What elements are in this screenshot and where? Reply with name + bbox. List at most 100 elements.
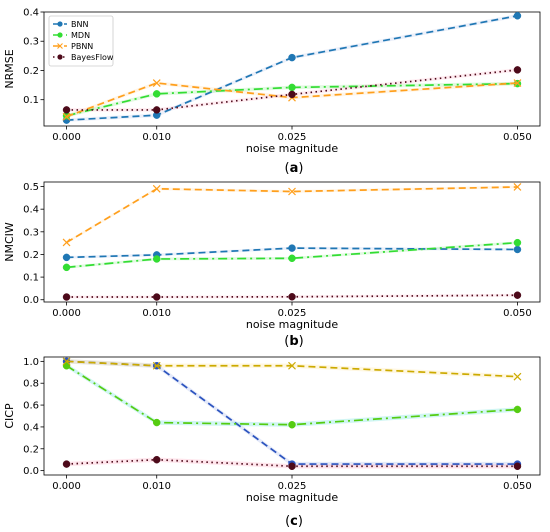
- data-point-mdn: [513, 405, 522, 414]
- x-tick-label: 0.010: [142, 481, 171, 492]
- x-axis-label: noise magnitude: [246, 142, 338, 155]
- x-tick-label: 0.025: [278, 308, 307, 319]
- y-tick-label: 0.4: [23, 8, 39, 19]
- legend-marker: [57, 21, 63, 27]
- chart-panel-3: 0.0 0.2 0.4 0.6 0.8 1.0 0.000 0.010 0.025 0.050 no…: [3, 356, 541, 504]
- legend-item: BayesFlow: [53, 53, 114, 62]
- data-point-bnn: [288, 244, 296, 252]
- data-point-pbnn: [513, 183, 522, 191]
- x-tick-label: 0.050: [503, 308, 532, 319]
- x-tick-label: 0.000: [52, 132, 81, 143]
- x-tick-label: 0.050: [503, 481, 532, 492]
- data-point-pbnn: [513, 79, 522, 87]
- series-line-pbnn: [66, 360, 518, 378]
- data-point-bayesflow: [513, 291, 522, 299]
- y-tick-label: 0.6: [23, 401, 39, 412]
- data-point-bnn: [288, 53, 296, 62]
- series-line-bayesflow: [66, 69, 518, 111]
- y-tick-label: 0.0: [23, 295, 39, 306]
- data-point-bayesflow: [62, 106, 71, 114]
- x-tick-label: 0.025: [278, 481, 307, 492]
- data-point-mdn: [152, 255, 161, 263]
- series-line-bayesflow: [66, 458, 518, 468]
- data-point-pbnn: [152, 184, 161, 193]
- series-line-pbnn: [66, 186, 518, 244]
- legend-marker: [57, 43, 63, 49]
- y-axis-label: CICP: [3, 403, 16, 429]
- series-line-mdn: [66, 82, 518, 117]
- data-point-bayesflow: [513, 462, 522, 471]
- chart-panel-2: 0.0 0.1 0.2 0.3 0.4 0.5 0.000 0.010 0.025 0.050 no…: [3, 181, 541, 331]
- data-point-bayesflow: [62, 460, 71, 468]
- data-point-bayesflow: [513, 66, 522, 74]
- x-tick-label: 0.025: [278, 132, 307, 143]
- data-point-bayesflow: [152, 293, 161, 301]
- data-point-mdn: [288, 420, 296, 429]
- legend-item: BNN: [53, 20, 88, 29]
- data-point-mdn: [152, 418, 161, 427]
- series-line-mdn: [66, 241, 518, 269]
- series-line-pbnn: [66, 82, 518, 118]
- y-tick-label: 0.1: [23, 273, 39, 284]
- x-tick-label: 0.000: [52, 481, 81, 492]
- y-tick-label: 1.0: [23, 357, 39, 368]
- legend-box: [48, 15, 114, 67]
- legend-marker: [57, 32, 63, 38]
- data-point-pbnn: [62, 238, 71, 247]
- data-point-bnn: [62, 253, 71, 262]
- data-point-pbnn: [288, 361, 296, 370]
- series-band: [66, 14, 518, 122]
- series-line-bnn: [66, 247, 518, 259]
- x-axis-label: noise magnitude: [246, 491, 338, 504]
- data-point-pbnn: [288, 187, 296, 196]
- y-tick-label: 0.1: [23, 95, 39, 106]
- y-tick-label: 0.3: [23, 227, 39, 238]
- data-point-mdn: [62, 263, 71, 272]
- legend-label: PBNN: [71, 42, 93, 51]
- legend-item: PBNN: [53, 42, 93, 51]
- panel-caption: (c): [285, 514, 303, 529]
- data-point-bayesflow: [152, 106, 161, 114]
- data-point-pbnn: [513, 372, 522, 381]
- data-point-bayesflow: [288, 293, 296, 301]
- legend: BNN MDN PBNN BayesFlow: [48, 15, 114, 67]
- series-band: [66, 246, 518, 259]
- data-point-bayesflow: [62, 293, 71, 301]
- data-point-pbnn: [62, 357, 71, 366]
- data-point-bayesflow: [288, 462, 296, 471]
- series-line-bnn: [66, 14, 518, 122]
- panel-caption: (a): [285, 161, 304, 176]
- x-tick-label: 0.050: [503, 132, 532, 143]
- x-tick-label: 0.010: [142, 132, 171, 143]
- data-point-bnn: [513, 245, 522, 254]
- y-tick-label: 0.3: [23, 37, 39, 48]
- legend-label: BNN: [71, 20, 88, 29]
- data-point-mdn: [288, 83, 296, 92]
- data-point-mdn: [513, 238, 522, 247]
- chart-panel-1: 0.1 0.2 0.3 0.4 0.000 0.010 0.025 0.050 noise ma…: [3, 8, 541, 155]
- y-tick-label: 0.4: [23, 205, 39, 216]
- y-axis-label: NMCIW: [3, 222, 16, 262]
- y-tick-label: 0.2: [23, 444, 39, 455]
- data-point-mdn: [288, 254, 296, 263]
- series-line-mdn: [66, 365, 518, 426]
- x-tick-label: 0.010: [142, 308, 171, 319]
- legend-label: BayesFlow: [71, 53, 114, 62]
- data-point-pbnn: [152, 361, 161, 370]
- data-point-mdn: [152, 90, 161, 98]
- legend-label: MDN: [71, 31, 90, 40]
- legend-marker: [57, 54, 63, 60]
- y-tick-label: 0.4: [23, 422, 39, 433]
- series-band: [66, 457, 518, 469]
- data-point-bayesflow: [288, 90, 296, 99]
- data-point-bnn: [513, 12, 522, 20]
- y-tick-label: 0.0: [23, 466, 39, 477]
- x-tick-label: 0.000: [52, 308, 81, 319]
- x-axis-label: noise magnitude: [246, 318, 338, 331]
- y-tick-label: 0.2: [23, 66, 39, 77]
- series-band: [66, 185, 518, 244]
- data-point-mdn: [62, 361, 71, 370]
- y-tick-label: 0.8: [23, 379, 39, 390]
- plot-frame: [43, 181, 541, 303]
